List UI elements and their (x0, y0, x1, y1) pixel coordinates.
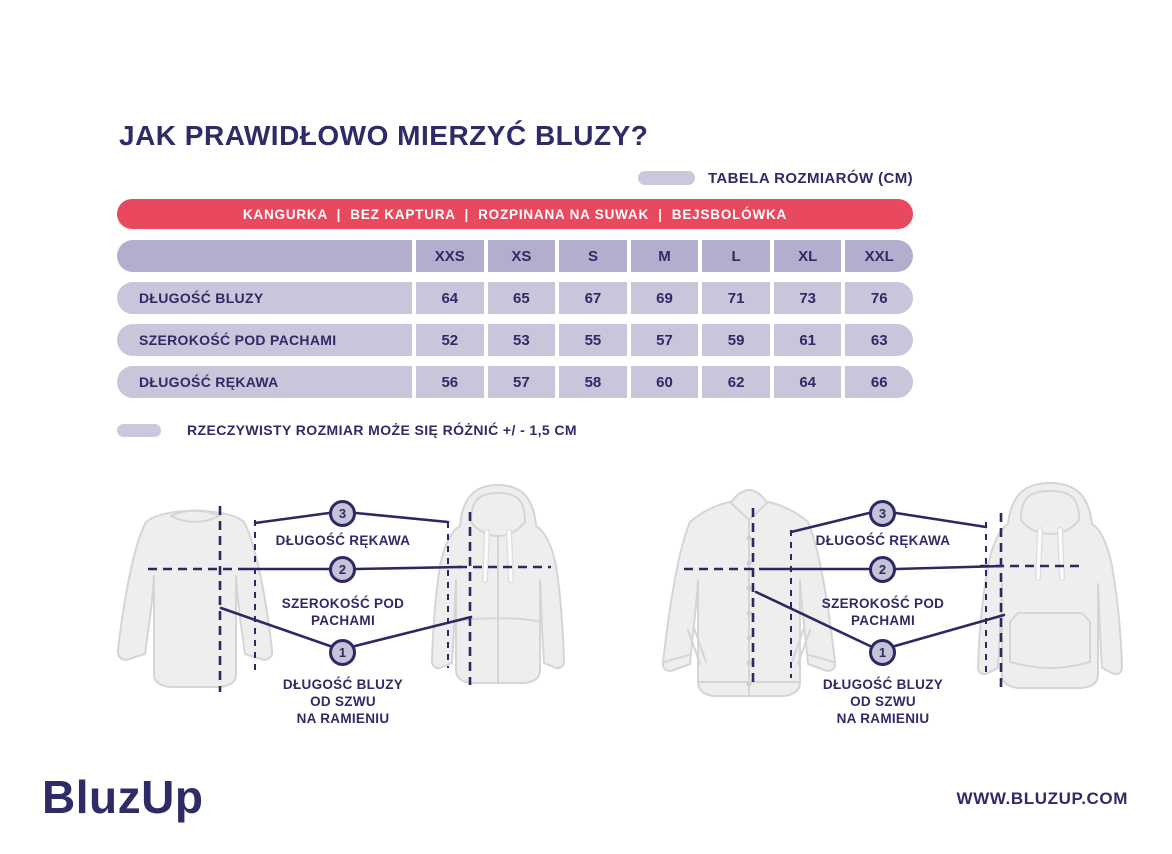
decorative-pill (637, 171, 695, 185)
measurement-diagram-right: 3 DŁUGOŚĆ RĘKAWA 2 SZEROKOŚĆ POD PACHAMI… (648, 470, 1158, 740)
measurement-dashed-lines (148, 506, 551, 692)
table-row-szerokosc-pod-pachami: SZEROKOŚĆ POD PACHAMI 52 53 55 57 59 61 … (117, 324, 914, 356)
measurement-label-rekawa: DŁUGOŚĆ RĘKAWA (815, 533, 951, 548)
size-column-header: S (559, 240, 627, 272)
size-value: 58 (559, 366, 627, 398)
tolerance-note-row: RZECZYWISTY ROZMIAR MOŻE SIĘ RÓŻNIĆ +/ -… (117, 422, 577, 438)
size-column-header: XXS (416, 240, 484, 272)
size-value: 59 (702, 324, 770, 356)
size-value: 76 (845, 282, 914, 314)
size-table-label: TABELA ROZMIARÓW (CM) (707, 169, 913, 187)
size-value: 65 (487, 282, 556, 314)
sweatshirt-silhouette (116, 509, 274, 688)
row-label: DŁUGOŚĆ RĘKAWA (117, 366, 412, 398)
size-value: 53 (487, 324, 556, 356)
pullover-hoodie-silhouette (977, 482, 1123, 689)
row-label: SZEROKOŚĆ POD PACHAMI (117, 324, 412, 356)
row-label: DŁUGOŚĆ BLUZY (117, 282, 412, 314)
website-url: WWW.BLUZUP.COM (956, 789, 1128, 808)
size-table-header-row: XXS XS S M L XL XXL (117, 240, 914, 272)
size-column-header: XL (773, 240, 842, 272)
size-value: 64 (773, 366, 842, 398)
size-value: 57 (630, 324, 699, 356)
size-value: 62 (702, 366, 770, 398)
measurement-circle-3: 3 (329, 500, 356, 527)
baseball-jacket-silhouette (661, 489, 837, 697)
size-column-header: L (702, 240, 770, 272)
size-value: 67 (559, 282, 627, 314)
table-row-dlugosc-rekawa: DŁUGOŚĆ RĘKAWA 56 57 58 60 62 64 66 (117, 366, 914, 398)
measurement-label-bluzy: DŁUGOŚĆ BLUZY OD SZWU NA RAMIENIU (282, 677, 404, 726)
connector-lines (219, 511, 473, 648)
measurement-circle-1: 1 (869, 639, 896, 666)
size-value: 73 (773, 282, 842, 314)
size-value: 55 (559, 324, 627, 356)
size-value: 60 (630, 366, 699, 398)
measurement-diagram-left: 3 DŁUGOŚĆ RĘKAWA 2 SZEROKOŚĆ POD PACHAMI… (108, 470, 618, 740)
size-value: 69 (630, 282, 699, 314)
brand-logo: BluzUp (42, 771, 204, 823)
size-value: 71 (702, 282, 770, 314)
page-title: JAK PRAWIDŁOWO MIERZYĆ BLUZY? (119, 120, 649, 151)
tolerance-note: RZECZYWISTY ROZMIAR MOŻE SIĘ RÓŻNIĆ +/ -… (187, 422, 577, 438)
measurement-circle-2: 2 (329, 556, 356, 583)
decorative-pill (117, 423, 161, 437)
measurement-circle-2: 2 (869, 556, 896, 583)
size-value: 52 (416, 324, 484, 356)
measurement-circle-1: 1 (329, 639, 356, 666)
measurement-label-bluzy: DŁUGOŚĆ BLUZY OD SZWU NA RAMIENIU (822, 677, 944, 726)
size-column-header: XXL (845, 240, 914, 272)
measurement-label-pachami: SZEROKOŚĆ POD PACHAMI (821, 596, 945, 628)
size-value: 64 (416, 282, 484, 314)
size-value: 66 (845, 366, 914, 398)
measurement-label-rekawa: DŁUGOŚĆ RĘKAWA (275, 533, 411, 548)
size-value: 63 (845, 324, 914, 356)
measurement-label-pachami: SZEROKOŚĆ POD PACHAMI (281, 596, 405, 628)
size-value: 56 (416, 366, 484, 398)
size-value: 61 (773, 324, 842, 356)
measurement-circle-3: 3 (869, 500, 896, 527)
size-column-header: XS (487, 240, 556, 272)
table-label-row: TABELA ROZMIARÓW (CM) (117, 169, 913, 187)
category-banner: KANGURKA | BEZ KAPTURA | ROZPINANA NA SU… (117, 199, 913, 229)
header-empty-cell (117, 240, 412, 272)
size-column-header: M (630, 240, 699, 272)
table-row-dlugosc-bluzy: DŁUGOŚĆ BLUZY 64 65 67 69 71 73 76 (117, 282, 914, 314)
size-value: 57 (487, 366, 556, 398)
connector-lines (754, 511, 1006, 648)
zip-hoodie-silhouette (431, 484, 565, 684)
size-table: XXS XS S M L XL XXL DŁUGOŚĆ BLUZY 64 65 … (117, 240, 914, 408)
